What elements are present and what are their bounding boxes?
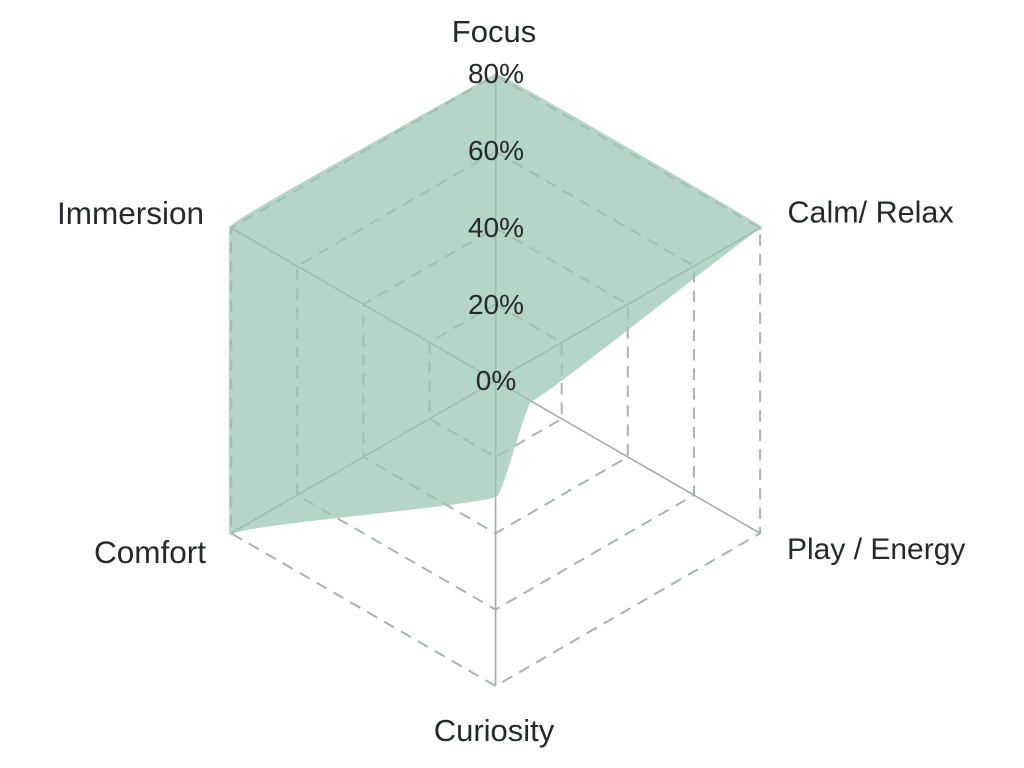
svg-text:Curiosity: Curiosity: [434, 713, 555, 748]
svg-text:80%: 80%: [468, 58, 524, 89]
svg-text:20%: 20%: [468, 289, 524, 320]
svg-text:60%: 60%: [468, 135, 524, 166]
svg-text:40%: 40%: [468, 212, 524, 243]
svg-text:Immersion: Immersion: [57, 195, 204, 231]
svg-text:Calm/ Relax: Calm/ Relax: [788, 196, 954, 230]
svg-text:Comfort: Comfort: [94, 534, 206, 570]
svg-text:Play / Energy: Play / Energy: [787, 533, 965, 566]
svg-text:Focus: Focus: [452, 14, 536, 49]
svg-text:0%: 0%: [476, 365, 516, 396]
